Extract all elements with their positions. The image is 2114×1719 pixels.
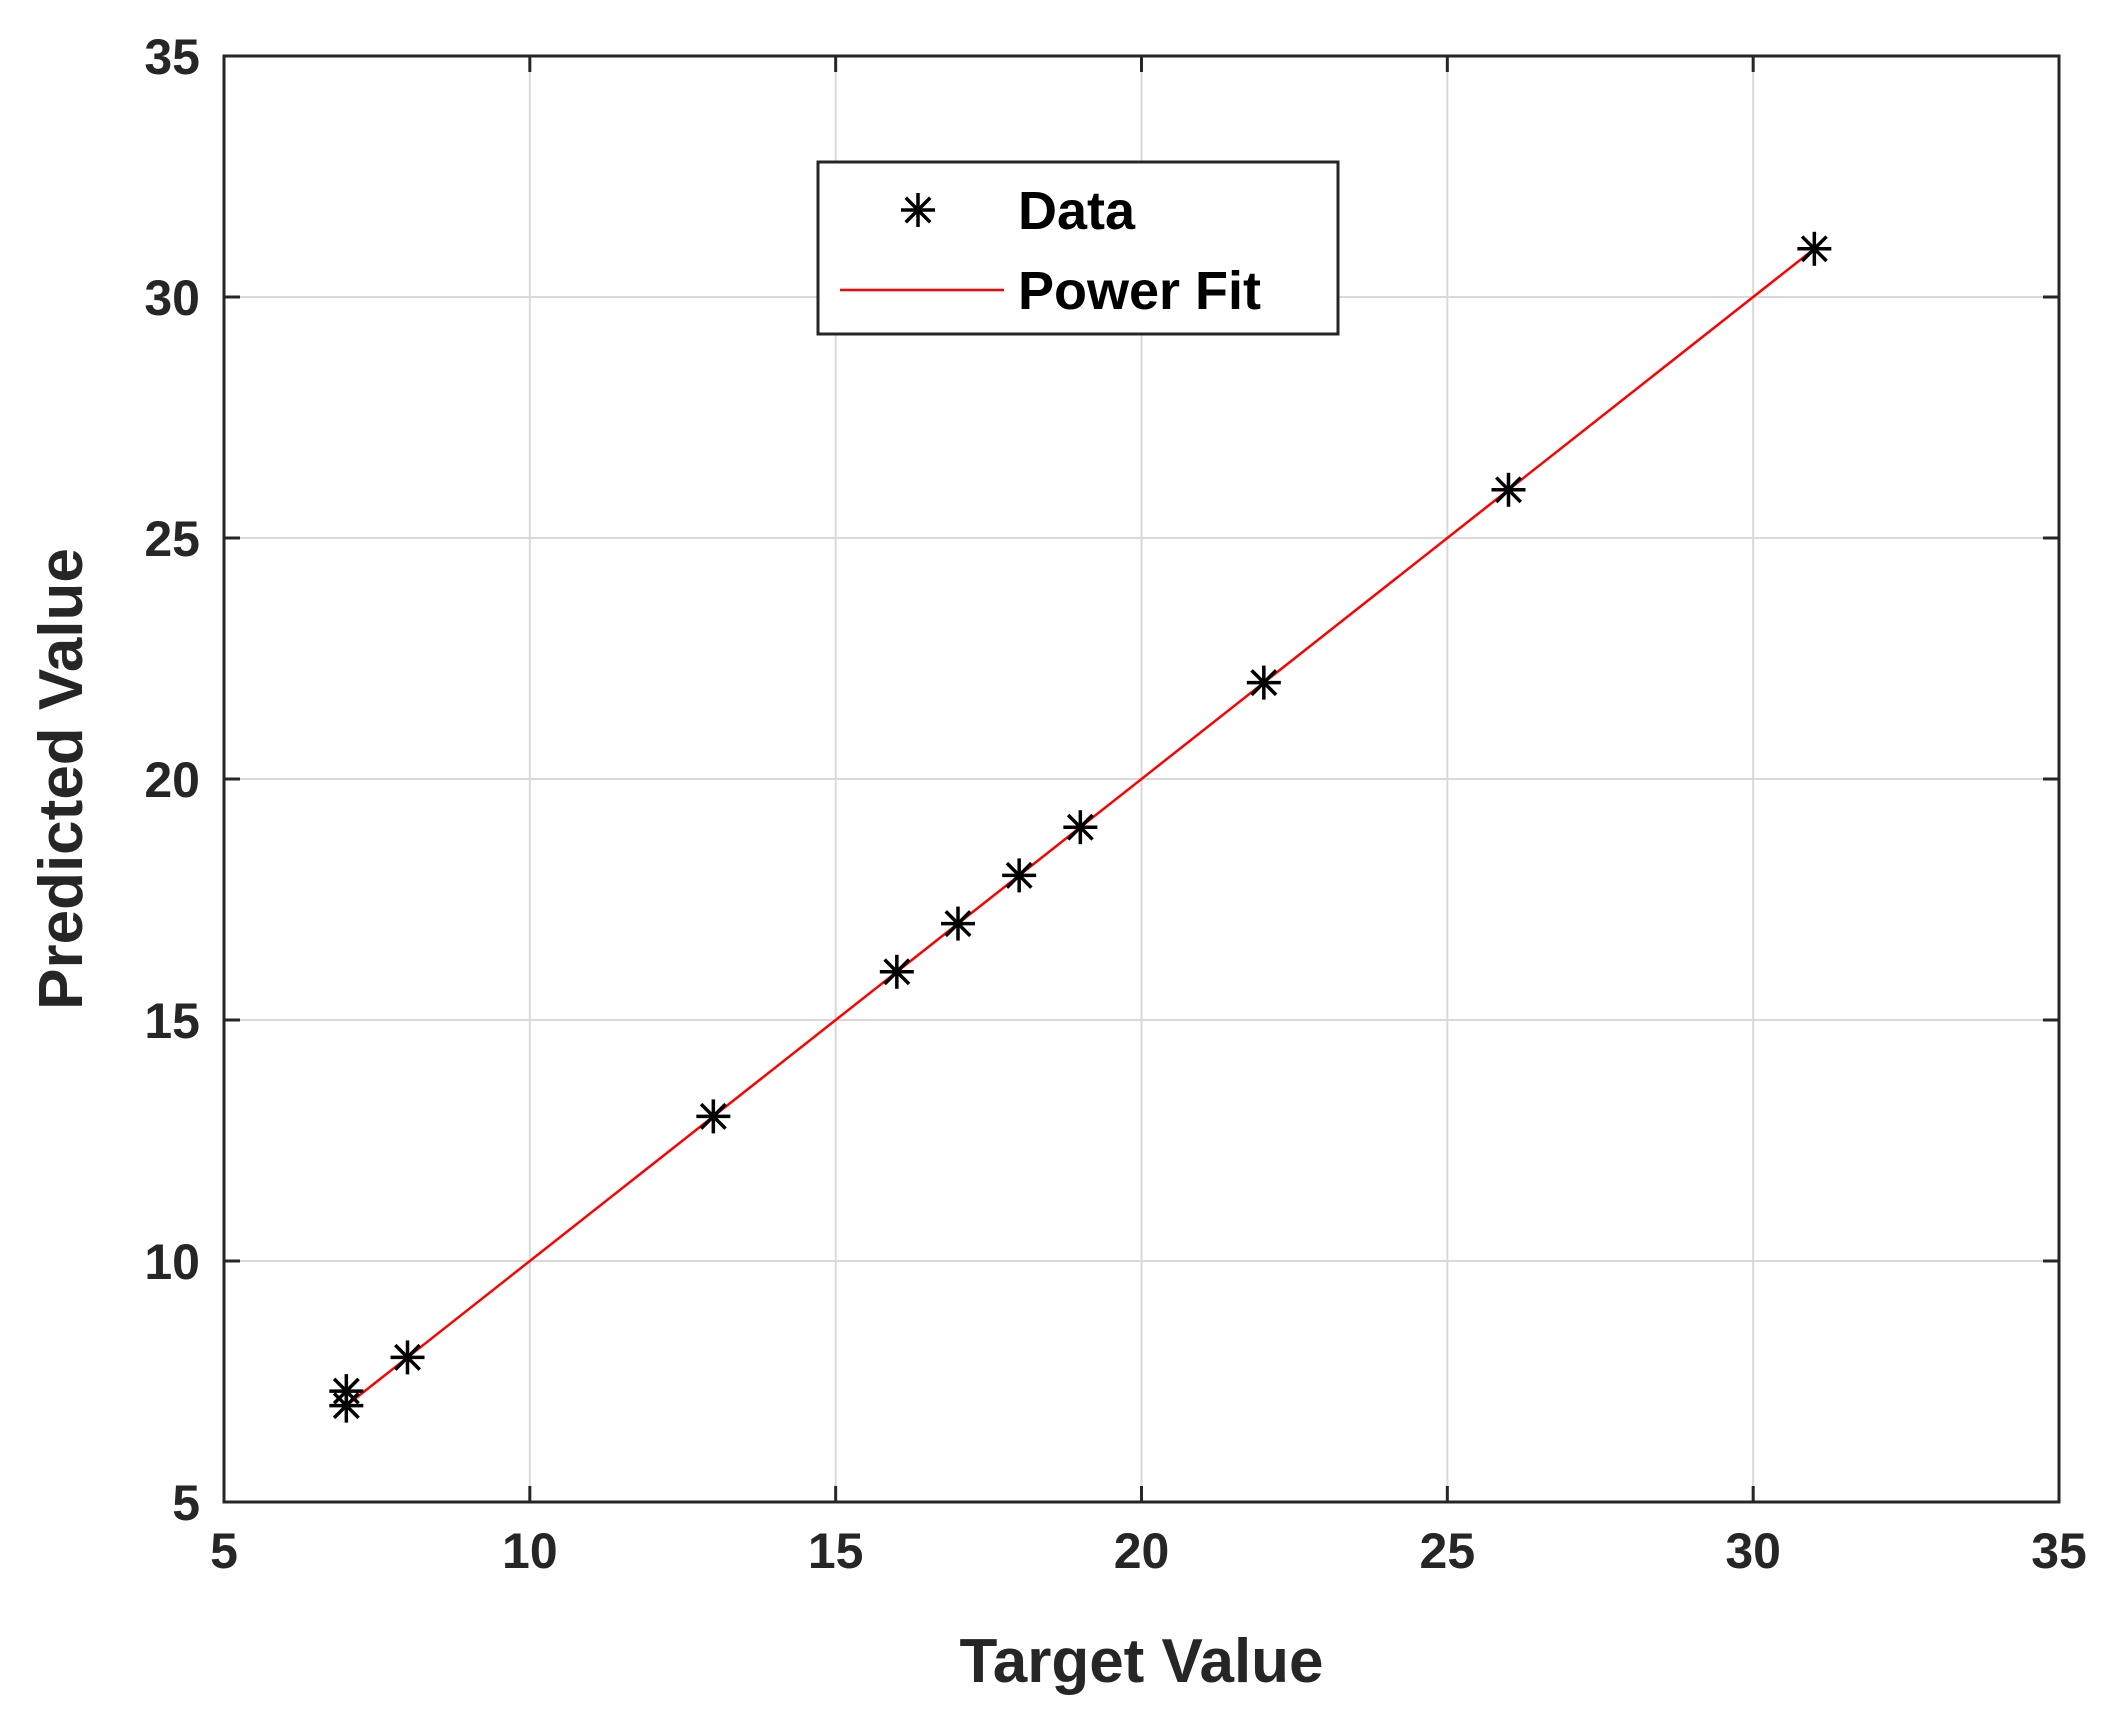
data-point	[329, 1388, 364, 1423]
data-point	[1491, 472, 1526, 507]
data-point	[1246, 665, 1281, 700]
y-tick-label: 5	[172, 1475, 200, 1531]
x-tick-label: 15	[808, 1523, 864, 1579]
y-tick-labels: 5 10 15 20 25 30 35	[144, 29, 200, 1531]
y-tick-label: 20	[144, 752, 200, 808]
data-point	[1063, 810, 1098, 845]
y-tick-label: 25	[144, 511, 200, 567]
y-tick-label: 15	[144, 993, 200, 1049]
y-tick-label: 30	[144, 270, 200, 326]
data-point	[879, 954, 914, 989]
legend-data-marker-icon	[901, 193, 935, 227]
legend: Data Power Fit	[816, 160, 1340, 336]
y-tick-label: 35	[144, 29, 200, 85]
x-tick-label: 10	[502, 1523, 558, 1579]
y-axis-label: Predicted Value	[27, 548, 96, 1010]
x-tick-label: 35	[2031, 1523, 2087, 1579]
data-point	[1797, 231, 1832, 266]
x-tick-label: 20	[1114, 1523, 1170, 1579]
data-point	[390, 1340, 425, 1375]
legend-entry-power-fit: Power Fit	[1018, 261, 1261, 321]
x-tick-label: 5	[210, 1523, 238, 1579]
tick-marks	[222, 54, 2061, 1504]
data-series	[329, 231, 1832, 1423]
x-tick-label: 25	[1420, 1523, 1476, 1579]
x-axis-label: Target Value	[959, 1627, 1323, 1696]
data-point	[1002, 858, 1037, 893]
legend-entry-data: Data	[1018, 181, 1136, 241]
x-tick-label: 30	[1725, 1523, 1781, 1579]
legend-box	[816, 160, 1340, 336]
data-point	[696, 1099, 731, 1134]
x-tick-labels: 5 10 15 20 25 30 35	[210, 1523, 2087, 1579]
y-tick-label: 10	[144, 1234, 200, 1290]
data-point	[941, 906, 975, 941]
